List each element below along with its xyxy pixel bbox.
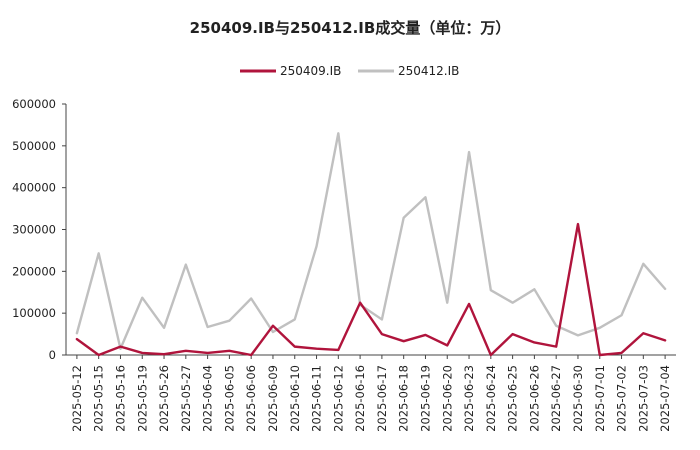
legend-label-series-1: 250409.IB xyxy=(280,64,341,78)
y-tick-label: 600000 xyxy=(12,97,56,111)
legend: 250409.IB 250412.IB xyxy=(240,64,459,78)
x-tick-label: 2025-06-06 xyxy=(244,365,258,432)
x-tick-label: 2025-07-01 xyxy=(593,365,607,432)
x-tick-label: 2025-07-04 xyxy=(658,365,672,432)
x-tick-label: 2025-05-12 xyxy=(70,365,84,432)
x-tick-label: 2025-06-23 xyxy=(462,365,476,432)
x-tick-label: 2025-05-26 xyxy=(157,365,171,432)
y-tick-label: 100000 xyxy=(12,306,56,320)
y-tick-label: 300000 xyxy=(12,223,56,237)
x-tick-label: 2025-06-30 xyxy=(571,365,585,432)
y-axis-ticks: 0 100000 200000 300000 400000 500000 600000 xyxy=(12,97,66,362)
x-tick-label: 2025-06-05 xyxy=(222,365,236,432)
x-tick-label: 2025-06-09 xyxy=(266,365,280,432)
x-tick-label: 2025-06-16 xyxy=(353,365,367,432)
series-line-250409.IB xyxy=(75,222,667,357)
x-tick-label: 2025-06-27 xyxy=(549,365,563,432)
series-line-250412.IB xyxy=(75,132,667,350)
x-tick-label: 2025-05-15 xyxy=(92,365,106,432)
x-tick-label: 2025-05-16 xyxy=(113,365,127,432)
x-tick-label: 2025-06-24 xyxy=(484,365,498,432)
x-tick-label: 2025-07-03 xyxy=(636,365,650,432)
x-tick-label: 2025-05-19 xyxy=(135,365,149,432)
y-tick-label: 200000 xyxy=(12,264,56,278)
x-tick-label: 2025-06-12 xyxy=(331,365,345,432)
y-tick-label: 400000 xyxy=(12,181,56,195)
x-tick-label: 2025-06-26 xyxy=(527,365,541,432)
y-tick-label: 500000 xyxy=(12,139,56,153)
x-tick-label: 2025-06-19 xyxy=(418,365,432,432)
x-tick-label: 2025-06-10 xyxy=(288,365,302,432)
x-tick-label: 2025-06-25 xyxy=(506,365,520,432)
series-lines xyxy=(75,132,667,357)
x-tick-label: 2025-06-04 xyxy=(201,365,215,432)
x-tick-label: 2025-06-11 xyxy=(310,365,324,432)
legend-label-series-2: 250412.IB xyxy=(398,64,459,78)
y-tick-label: 0 xyxy=(49,348,56,362)
x-tick-label: 2025-05-27 xyxy=(179,365,193,432)
x-tick-label: 2025-06-20 xyxy=(440,365,454,432)
chart-title: 250409.IB与250412.IB成交量（单位：万） xyxy=(190,19,511,37)
x-tick-label: 2025-07-02 xyxy=(615,365,629,432)
x-tick-label: 2025-06-17 xyxy=(375,365,389,432)
x-axis-ticks: 2025-05-12 2025-05-15 2025-05-16 2025-05-19… xyxy=(70,355,672,432)
x-tick-label: 2025-06-18 xyxy=(397,365,411,432)
